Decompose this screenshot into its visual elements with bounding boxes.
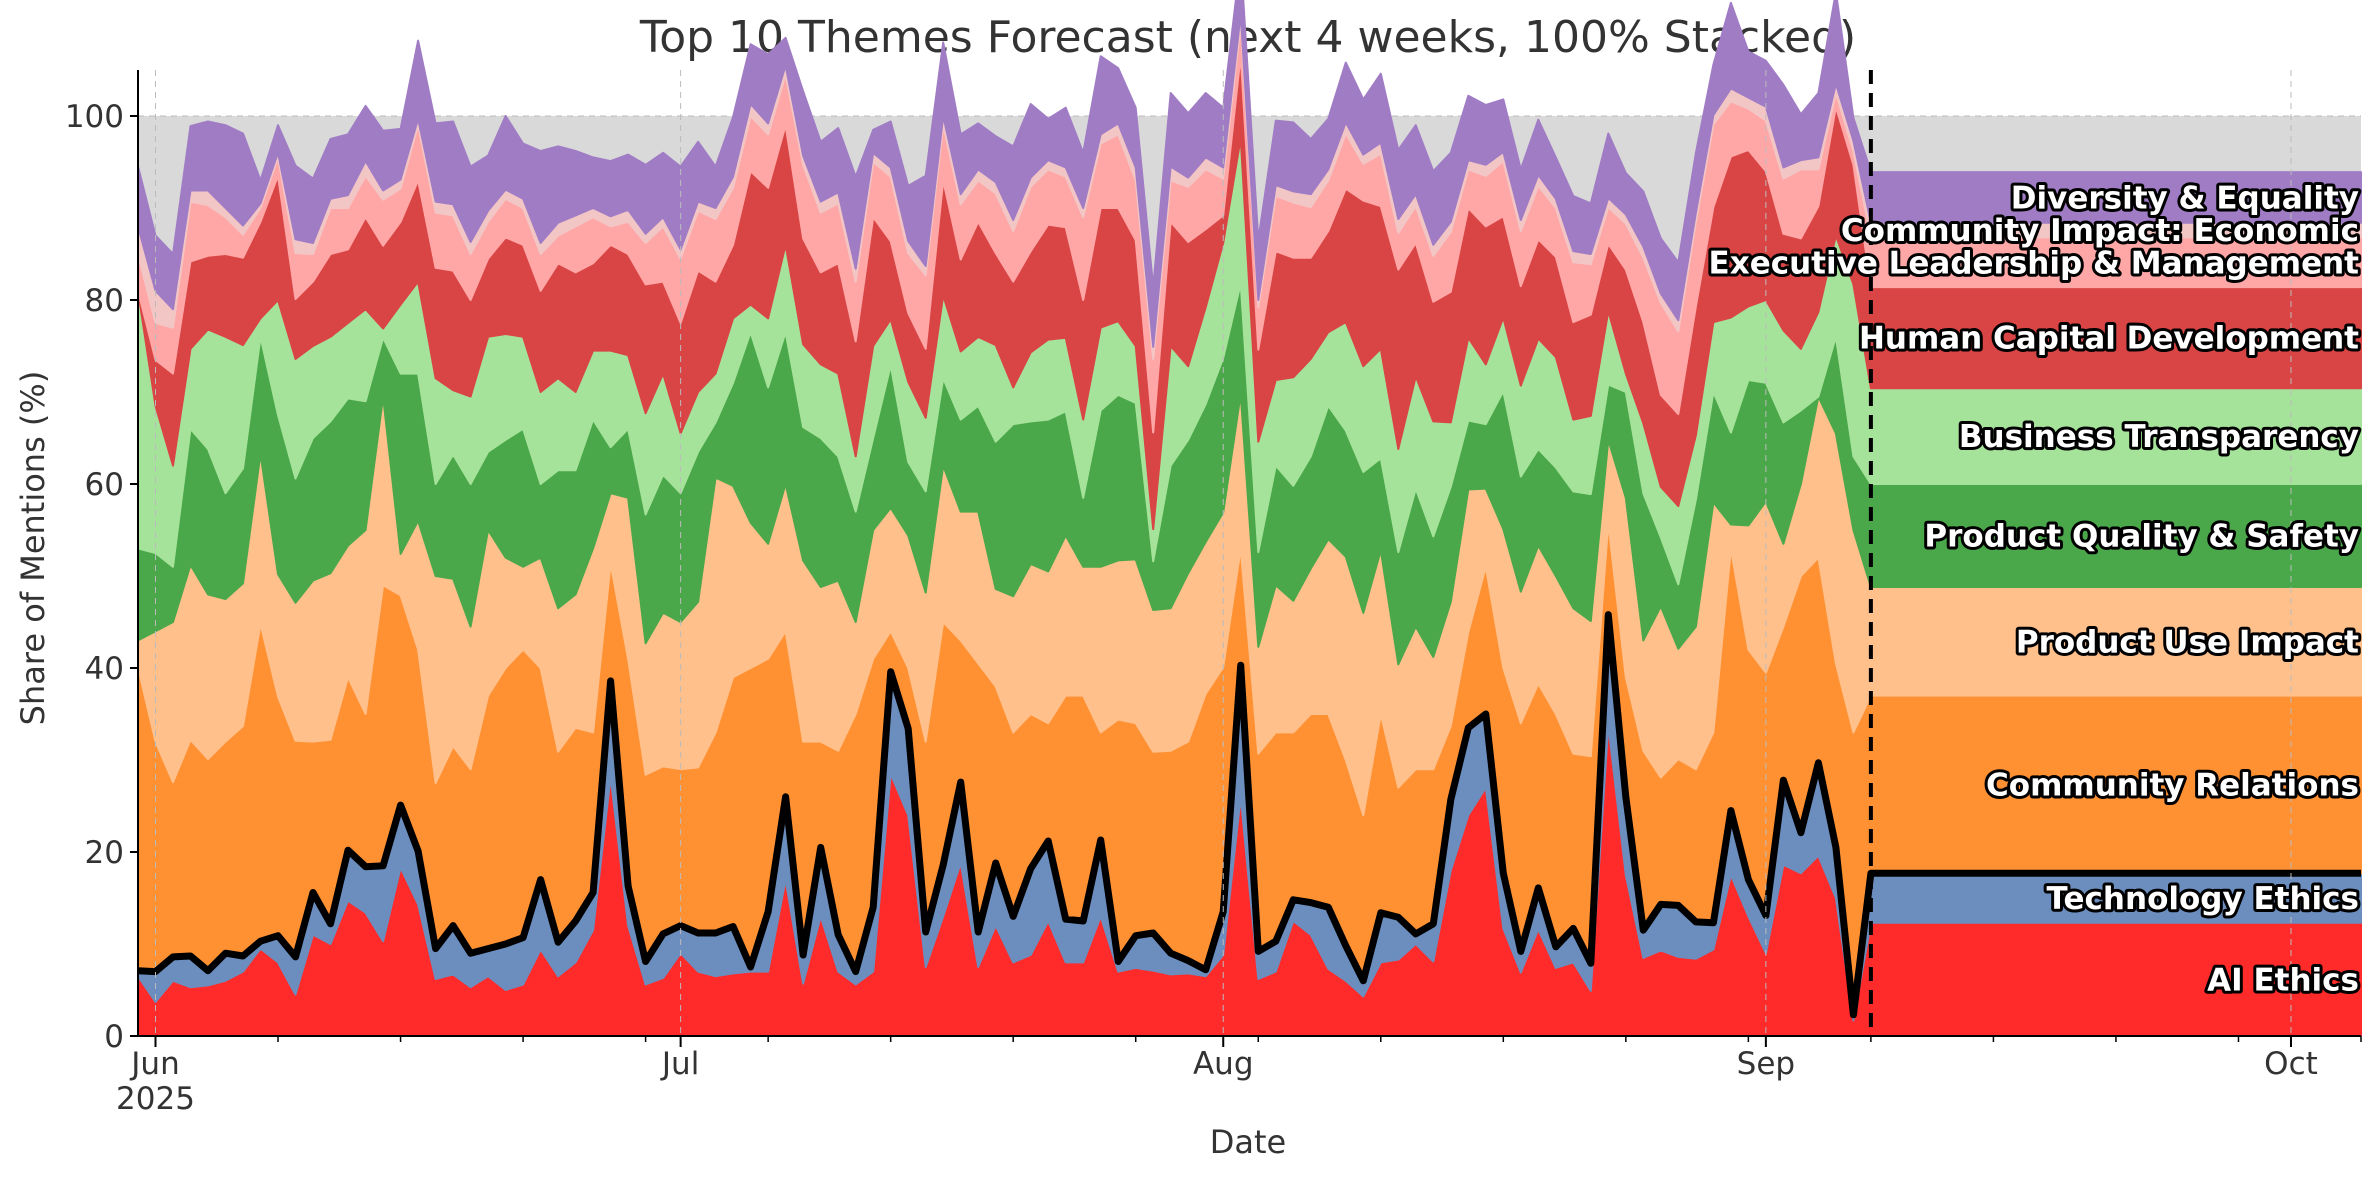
series-label-human-capital-development: Human Capital Development (1859, 321, 2359, 357)
series-label-ai-ethics: AI Ethics (2207, 962, 2359, 998)
series-label-technology-ethics: Technology Ethics (2047, 881, 2360, 917)
series-label-product-use-impact: Product Use Impact (2016, 624, 2359, 660)
series-label-community-impact-economic: Community Impact: Economic (1841, 213, 2359, 249)
x-axis-title: Date (1210, 1123, 1286, 1161)
x-tick-label: Jun (129, 1046, 179, 1082)
y-tick-label: 100 (65, 99, 124, 135)
y-tick-label: 20 (85, 835, 124, 871)
x-tick-label: Jul (660, 1046, 699, 1082)
x-tick-label: Oct (2264, 1046, 2318, 1082)
y-axis-title: Share of Mentions (%) (14, 371, 52, 726)
y-tick-label: 0 (104, 1019, 124, 1055)
series-area-diversity-equality (137, 0, 2362, 348)
series-label-diversity-equality: Diversity & Equality (2011, 180, 2359, 216)
series-label-executive-leadership-management: Executive Leadership & Management (1709, 245, 2360, 281)
x-tick-label: Sep (1737, 1046, 1795, 1082)
x-tick-sublabel: 2025 (116, 1081, 195, 1117)
y-tick-label: 40 (85, 651, 124, 687)
series-label-business-transparency: Business Transparency (1959, 419, 2359, 455)
x-tick-label: Aug (1193, 1046, 1254, 1082)
series-label-community-relations: Community Relations (1986, 767, 2359, 803)
y-tick-label: 60 (85, 467, 124, 503)
highlight-boundary-line (137, 611, 2361, 1019)
y-tick-label: 80 (85, 283, 124, 319)
series-label-product-quality-safety: Product Quality & Safety (1924, 519, 2359, 555)
